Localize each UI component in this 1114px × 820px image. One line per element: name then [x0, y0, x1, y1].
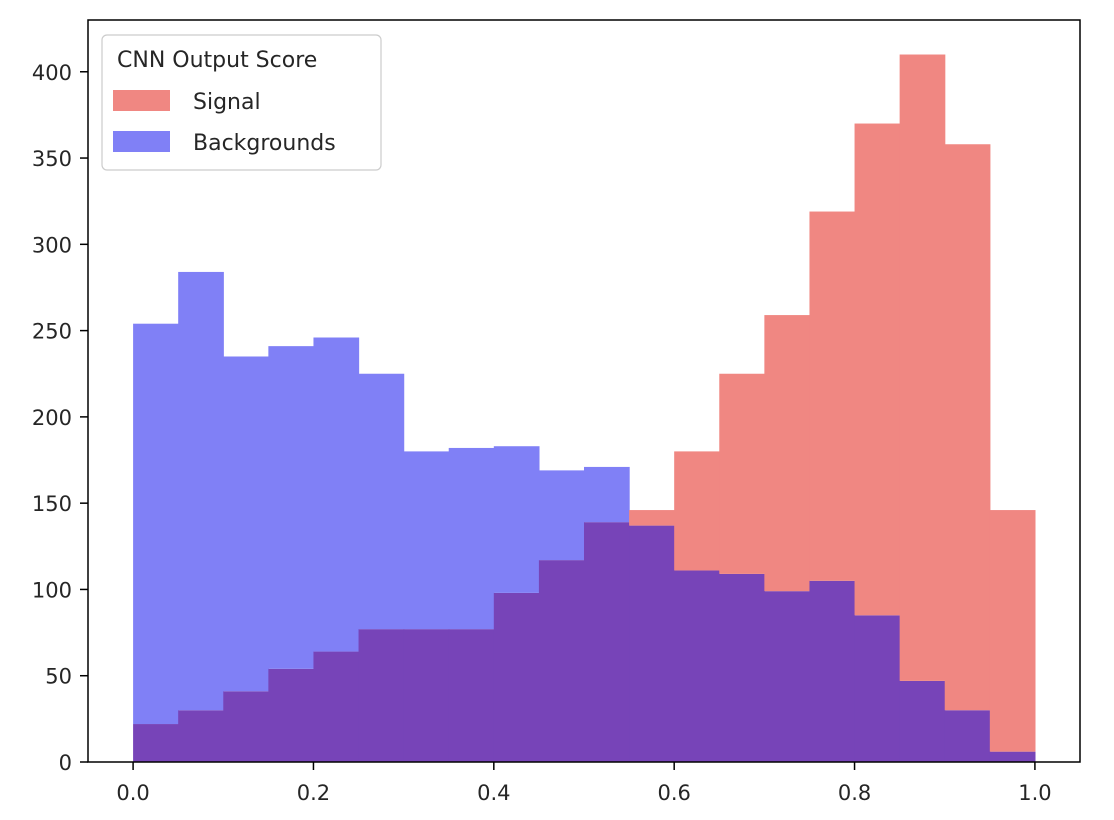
backgrounds-bar — [133, 323, 179, 725]
overlap-bar — [944, 710, 991, 762]
legend-swatch-backgrounds — [113, 131, 170, 152]
y-tick-label: 0 — [59, 751, 72, 775]
backgrounds-bar — [448, 447, 495, 630]
signal-bar — [674, 451, 720, 571]
x-tick-label: 0.0 — [116, 781, 149, 805]
plot-frame — [87, 19, 1081, 763]
overlap-bar — [674, 570, 720, 762]
x-tick-label: 0.2 — [297, 781, 330, 805]
overlap-bar — [133, 724, 179, 762]
overlap-bar — [223, 691, 269, 762]
x-tick-label: 0.4 — [477, 781, 510, 805]
y-tick-label: 300 — [32, 233, 72, 257]
backgrounds-bar — [584, 466, 630, 523]
signal-bar — [809, 211, 856, 581]
signal-bar — [989, 510, 1036, 752]
signal-bar — [899, 54, 946, 681]
signal-bar — [719, 373, 765, 574]
backgrounds-bar — [358, 373, 405, 630]
overlap-bar — [538, 560, 585, 762]
x-tick-label: 0.6 — [657, 781, 690, 805]
overlap-bar — [989, 751, 1036, 762]
legend-box — [101, 34, 382, 171]
backgrounds-bar — [223, 356, 269, 692]
backgrounds-bar — [178, 271, 224, 711]
legend-label-signal: Signal — [193, 90, 261, 115]
overlap-bar — [178, 710, 224, 762]
x-axis: 0.0 0.2 0.4 0.6 0.8 1.0 — [116, 762, 1052, 805]
y-tick-label: 350 — [32, 147, 72, 171]
x-tick-label: 1.0 — [1018, 781, 1051, 805]
overlap-bar — [899, 680, 946, 762]
y-axis: 0 50 100 150 200 250 300 350 400 — [32, 61, 88, 775]
overlap-bar — [448, 629, 495, 762]
overlap-bar — [764, 591, 811, 762]
y-tick-label: 100 — [32, 578, 72, 602]
signal-bar — [629, 510, 675, 526]
y-tick-label: 400 — [32, 61, 72, 85]
y-tick-label: 150 — [32, 492, 72, 516]
y-tick-label: 50 — [45, 665, 72, 689]
overlap-bar — [493, 592, 540, 762]
signal-bar — [944, 144, 991, 711]
overlap-bar — [268, 668, 315, 762]
legend-swatch-signal — [113, 90, 170, 111]
overlap-bar — [809, 580, 856, 762]
backgrounds-bar — [268, 346, 315, 669]
overlap-bar — [854, 615, 901, 762]
legend-title: CNN Output Score — [117, 48, 317, 73]
backgrounds-bar — [403, 451, 450, 630]
backgrounds-bar — [493, 446, 540, 593]
overlap-bar — [629, 525, 675, 762]
overlap-bar — [358, 629, 405, 762]
backgrounds-bar — [538, 470, 585, 561]
overlap-bar — [403, 629, 450, 762]
signal-bar — [764, 315, 811, 592]
legend-label-backgrounds: Backgrounds — [193, 131, 336, 156]
y-tick-label: 200 — [32, 406, 72, 430]
y-tick-label: 250 — [32, 320, 72, 344]
overlap-bar — [719, 573, 765, 762]
backgrounds-bar — [313, 337, 360, 652]
overlap-bar — [313, 651, 360, 762]
legend: CNN Output Score Signal Backgrounds — [101, 34, 382, 171]
overlap-bar — [584, 522, 630, 762]
bars-layer — [133, 54, 1036, 762]
x-tick-label: 0.8 — [838, 781, 871, 805]
signal-bar — [854, 123, 901, 616]
